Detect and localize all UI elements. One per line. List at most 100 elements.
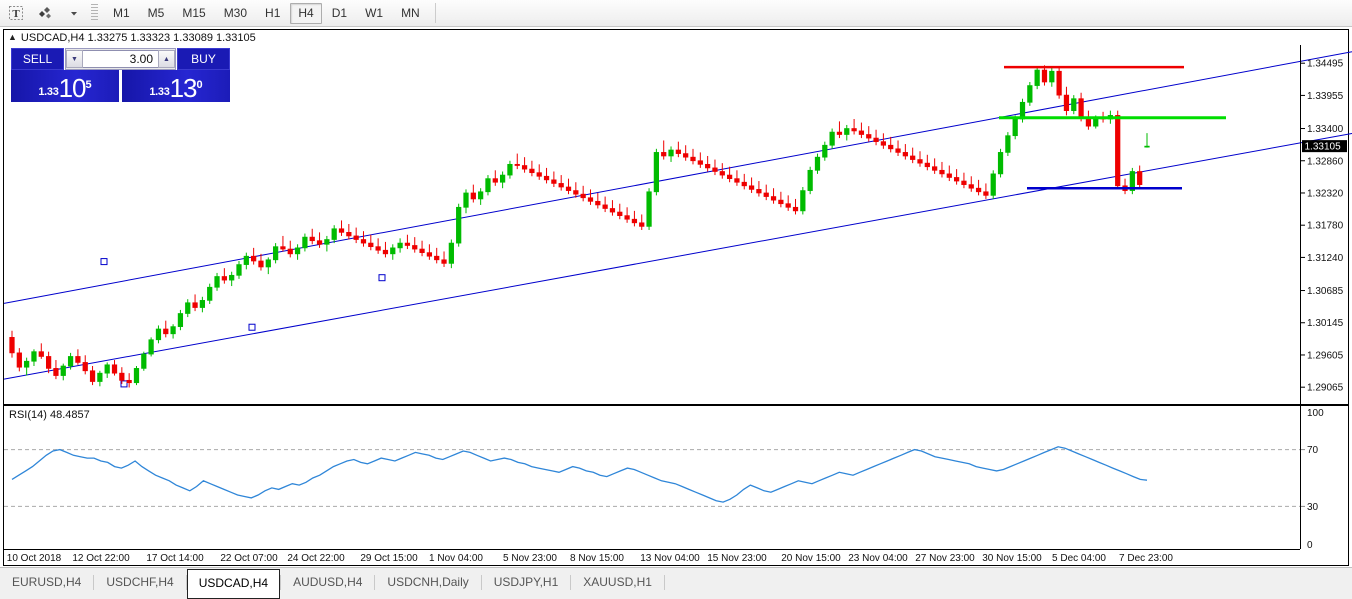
volume-decrement-icon[interactable]: ▼: [66, 50, 83, 68]
price-pane[interactable]: [3, 45, 1352, 403]
candle-body: [1115, 115, 1121, 187]
text-tool-icon[interactable]: T: [3, 2, 29, 24]
candle-body: [97, 372, 103, 382]
time-axis-label: 23 Nov 04:00: [848, 553, 908, 564]
candle-body: [609, 208, 616, 213]
volume-increment-icon[interactable]: ▲: [158, 50, 175, 68]
timeframe-h4[interactable]: H4: [290, 2, 322, 24]
rsi-plot: [4, 446, 1300, 507]
sell-button[interactable]: SELL: [11, 48, 64, 70]
price-tick-label: 1.33955: [1307, 91, 1344, 102]
price-tick-label: 1.30145: [1307, 318, 1344, 329]
timeframe-d1[interactable]: D1: [331, 5, 348, 20]
candle-body: [45, 356, 52, 369]
candle-body: [404, 242, 411, 246]
timeframe-mn[interactable]: MN: [401, 5, 420, 20]
price-scale-ticks: 1.34495 1.33955 1.33400 1.32860 1.32320 1.317…: [1301, 59, 1347, 551]
chart-tab-audusd-h4[interactable]: AUDUSD,H4: [293, 575, 363, 589]
candle-body: [712, 167, 718, 172]
candle-body: [141, 353, 147, 369]
candle-body: [639, 222, 645, 227]
chart-tab-usdcnh-daily[interactable]: USDCNH,Daily: [387, 575, 469, 589]
pane-divider: [4, 404, 1348, 406]
time-axis-label: 20 Nov 15:00: [781, 553, 841, 564]
candle-body: [543, 175, 550, 181]
time-axis-label: 30 Nov 15:00: [982, 553, 1042, 564]
candle-body: [983, 191, 989, 196]
candle-body: [199, 300, 206, 308]
candle-body: [280, 246, 286, 250]
timeframe-m5[interactable]: M5: [147, 5, 165, 20]
price-scale[interactable]: 1.34495 1.33955 1.33400 1.32860 1.32320 1.317…: [1300, 45, 1348, 551]
trendline-handle: [248, 323, 256, 331]
candle-body: [924, 162, 930, 168]
candle-body: [38, 351, 44, 357]
candle-body: [602, 204, 608, 209]
chart-tab-xauusd-h1[interactable]: XAUUSD,H1: [583, 575, 652, 589]
price-tick-label: 1.32320: [1307, 188, 1344, 199]
candle-body: [763, 192, 769, 197]
timeframe-w1[interactable]: W1: [365, 5, 384, 20]
time-axis-label: 22 Oct 07:00: [220, 553, 278, 564]
candle-body: [478, 191, 484, 200]
candle-body: [829, 131, 835, 146]
chart-tab-eurusd-h4[interactable]: EURUSD,H4: [12, 575, 82, 589]
candle-body: [441, 259, 447, 264]
candle-body: [251, 255, 257, 262]
candle-body: [309, 236, 315, 242]
chart-window[interactable]: ▲ USDCAD,H4 1.33275 1.33323 1.33089 1.331…: [3, 29, 1352, 567]
toolbar-grip[interactable]: [91, 4, 98, 22]
time-axis-label: 27 Nov 23:00: [915, 553, 975, 564]
candle-body: [514, 163, 520, 166]
candle-body: [910, 155, 916, 160]
rsi-line: [11, 446, 1148, 503]
indicators-icon[interactable]: [32, 2, 58, 24]
candle-body: [9, 337, 15, 354]
trendline-handle: [100, 258, 108, 266]
candle-body: [1063, 94, 1070, 111]
timeframe-m30[interactable]: M30: [223, 5, 248, 20]
chart-tab-usdcad-h4[interactable]: USDCAD,H4: [186, 569, 281, 599]
timeframe-h1[interactable]: H1: [265, 5, 281, 20]
candle-body: [368, 242, 374, 248]
candle-body: [814, 156, 821, 171]
candle-body: [646, 191, 652, 227]
bid-price-display[interactable]: 1.33 10 5: [11, 70, 119, 102]
indicators-dropdown-arrow-icon[interactable]: [61, 2, 87, 24]
candle-body: [419, 248, 425, 253]
one-click-trading-panel[interactable]: SELL ▼ 3.00 ▲ BUY 1.33 10 5 1.33 13 0: [11, 48, 230, 102]
candle-body: [726, 174, 733, 180]
candle-body: [31, 351, 37, 362]
candle-body: [60, 365, 66, 376]
timeframe-m1[interactable]: M1: [113, 5, 130, 20]
timeframe-m15[interactable]: M15: [182, 5, 206, 20]
volume-input[interactable]: 3.00: [83, 50, 158, 68]
candle-body: [375, 246, 381, 251]
candle-body: [866, 134, 872, 139]
candle-body: [580, 193, 586, 199]
candle-body: [873, 137, 879, 143]
buy-button[interactable]: BUY: [177, 48, 230, 70]
candle-body: [807, 169, 813, 191]
current-price-label: 1.33105: [1305, 142, 1342, 153]
candle-body: [492, 178, 498, 183]
candle-body: [968, 184, 974, 189]
candle-body: [851, 128, 857, 132]
volume-stepper[interactable]: ▼ 3.00 ▲: [65, 48, 176, 70]
time-axis: 10 Oct 2018 12 Oct 22:00 17 Oct 14:00 22 Oc…: [4, 549, 1300, 567]
collapse-triangle-icon[interactable]: ▲: [8, 32, 17, 42]
chart-tab-usdjpy-h1[interactable]: USDJPY,H1: [493, 575, 559, 589]
candle-body: [192, 302, 198, 308]
candle-body: [683, 153, 689, 158]
candle-body: [434, 255, 440, 261]
ask-price-display[interactable]: 1.33 13 0: [122, 70, 230, 102]
rsi-pane[interactable]: [4, 407, 1300, 549]
candle-body: [463, 192, 469, 208]
time-axis-label: 8 Nov 15:00: [570, 553, 624, 564]
chart-tab-usdchf-h4[interactable]: USDCHF,H4: [106, 575, 174, 589]
rsi-label: RSI(14) 48.4857: [9, 409, 90, 421]
candle-body: [902, 152, 908, 157]
candle-body: [382, 249, 389, 255]
candle-body: [1129, 171, 1135, 191]
ask-fraction-digit: 0: [196, 79, 203, 91]
